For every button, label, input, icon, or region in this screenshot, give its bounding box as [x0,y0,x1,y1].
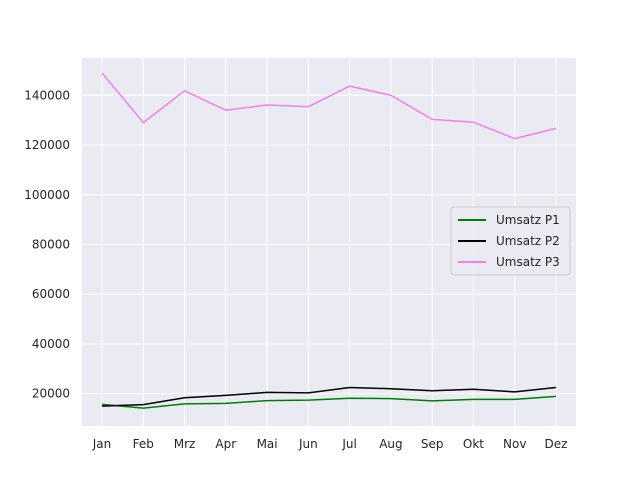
legend-label: Umsatz P3 [496,255,560,269]
y-tick-label: 60000 [32,287,70,301]
x-tick-label: Apr [215,437,236,451]
series-line-umsatz-p3 [101,72,557,140]
y-axis-ticks: 20000 40000 60000 80000 100000 120000 140000 [24,88,70,400]
y-tick-label: 80000 [32,237,70,251]
x-axis-ticks: Jan Feb Mrz Apr Mai Jun Jul Aug Sep Okt Nov Dez [92,437,568,451]
series-layer [101,72,557,409]
x-tick-label: Nov [503,437,526,451]
x-tick-label: Okt [463,437,484,451]
legend-box [450,206,571,276]
x-tick-label: Jun [298,437,318,451]
legend-label: Umsatz P2 [496,234,560,248]
x-tick-label: Dez [545,437,568,451]
y-tick-label: 140000 [24,88,70,102]
legend: Umsatz P1 Umsatz P2 Umsatz P3 [450,206,571,276]
y-tick-label: 40000 [32,337,70,351]
series-line-umsatz-p2 [101,386,557,407]
x-tick-label: Sep [421,437,444,451]
y-tick-label: 20000 [32,387,70,401]
x-tick-label: Mai [257,437,278,451]
x-tick-label: Mrz [174,437,196,451]
series-line-umsatz-p1 [101,395,557,409]
x-tick-label: Feb [133,437,154,451]
y-tick-label: 120000 [24,138,70,152]
y-tick-label: 100000 [24,188,70,202]
x-tick-label: Jan [92,437,112,451]
x-tick-label: Aug [379,437,402,451]
legend-label: Umsatz P1 [496,213,560,227]
x-tick-label: Jul [341,437,356,451]
